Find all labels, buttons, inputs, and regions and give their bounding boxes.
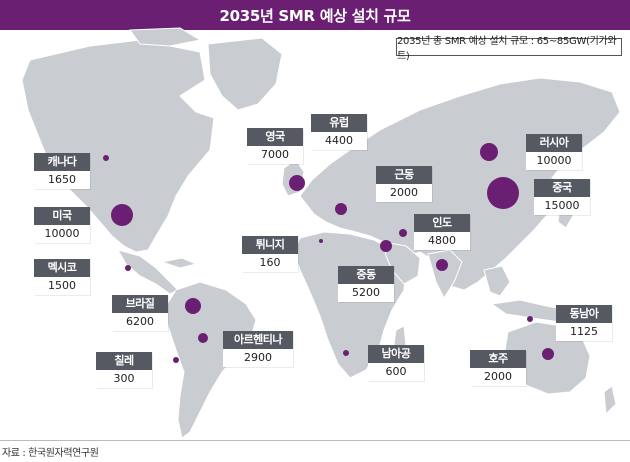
label-china: 중국 15000 bbox=[534, 179, 590, 215]
label-value: 15000 bbox=[534, 197, 590, 215]
label-name: 동남아 bbox=[556, 305, 612, 323]
label-value: 2000 bbox=[470, 368, 526, 386]
label-value: 10000 bbox=[526, 152, 582, 170]
label-mexico: 멕시코 1500 bbox=[34, 259, 90, 295]
marker-europe bbox=[335, 203, 347, 215]
label-value: 1650 bbox=[34, 171, 90, 189]
label-southeast-asia: 동남아 1125 bbox=[556, 305, 612, 341]
central-america-shape bbox=[116, 249, 179, 295]
label-value: 600 bbox=[368, 363, 424, 381]
marker-south-africa bbox=[343, 350, 349, 356]
marker-chile bbox=[173, 357, 179, 363]
label-value: 2900 bbox=[223, 349, 293, 367]
arctic-islands-shape bbox=[129, 27, 202, 47]
label-india: 인도 4800 bbox=[414, 214, 470, 250]
label-name: 중국 bbox=[534, 179, 590, 197]
label-value: 5200 bbox=[338, 284, 394, 302]
label-name: 아르헨티나 bbox=[223, 331, 293, 349]
marker-china bbox=[487, 177, 519, 209]
label-name: 캐나다 bbox=[34, 153, 90, 171]
markers bbox=[103, 143, 554, 363]
label-name: 칠레 bbox=[96, 352, 152, 370]
marker-brazil bbox=[185, 298, 201, 314]
source-credit: 자료 : 한국원자력연구원 bbox=[2, 448, 99, 459]
label-south-africa: 남아공 600 bbox=[368, 345, 424, 381]
label-value: 2000 bbox=[376, 184, 432, 202]
marker-uk bbox=[289, 175, 305, 191]
label-middle-east: 중동 5200 bbox=[338, 266, 394, 302]
marker-near-east bbox=[399, 229, 407, 237]
label-name: 미국 bbox=[34, 207, 90, 225]
greenland-shape bbox=[207, 37, 283, 111]
map-title: 2035년 SMR 예상 설치 규모 bbox=[0, 0, 630, 30]
label-name: 근동 bbox=[376, 166, 432, 184]
arabia-shape bbox=[383, 241, 421, 285]
label-value: 1500 bbox=[34, 277, 90, 295]
label-name: 유럽 bbox=[311, 114, 367, 132]
label-name: 인도 bbox=[414, 214, 470, 232]
label-near-east: 근동 2000 bbox=[376, 166, 432, 202]
new-zealand-shape bbox=[603, 385, 617, 416]
india-shape bbox=[427, 249, 463, 300]
label-argentina: 아르헨티나 2900 bbox=[223, 331, 293, 367]
label-value: 1125 bbox=[556, 323, 612, 341]
source-divider bbox=[0, 440, 630, 441]
label-name: 러시아 bbox=[526, 134, 582, 152]
label-value: 300 bbox=[96, 370, 152, 388]
marker-canada bbox=[103, 155, 109, 161]
marker-southeast-asia bbox=[527, 316, 533, 322]
label-value: 160 bbox=[242, 254, 298, 272]
marker-australia bbox=[542, 348, 554, 360]
marker-tunisia bbox=[319, 239, 323, 243]
label-australia: 호주 2000 bbox=[470, 350, 526, 386]
southeast-asia-shape bbox=[483, 265, 511, 297]
label-uk: 영국 7000 bbox=[247, 128, 303, 164]
label-value: 6200 bbox=[112, 313, 168, 331]
label-name: 호주 bbox=[470, 350, 526, 368]
label-value: 4800 bbox=[414, 232, 470, 250]
south-america-shape bbox=[165, 281, 257, 439]
label-tunisia: 튀니지 160 bbox=[242, 236, 298, 272]
label-name: 브라질 bbox=[112, 295, 168, 313]
label-usa: 미국 10000 bbox=[34, 207, 90, 243]
label-name: 튀니지 bbox=[242, 236, 298, 254]
label-name: 멕시코 bbox=[34, 259, 90, 277]
label-value: 10000 bbox=[34, 225, 90, 243]
label-canada: 캐나다 1650 bbox=[34, 153, 90, 189]
label-europe: 유럽 4400 bbox=[311, 114, 367, 150]
label-russia: 러시아 10000 bbox=[526, 134, 582, 170]
marker-india bbox=[436, 259, 448, 271]
marker-russia bbox=[480, 143, 498, 161]
marker-mexico bbox=[125, 265, 131, 271]
label-name: 중동 bbox=[338, 266, 394, 284]
label-value: 7000 bbox=[247, 146, 303, 164]
label-name: 남아공 bbox=[368, 345, 424, 363]
label-value: 4400 bbox=[311, 132, 367, 150]
marker-usa bbox=[111, 204, 133, 226]
marker-argentina bbox=[198, 333, 208, 343]
caribbean-shape bbox=[160, 257, 198, 269]
label-chile: 칠레 300 bbox=[96, 352, 152, 388]
label-brazil: 브라질 6200 bbox=[112, 295, 168, 331]
total-capacity-note: 2035년 총 SMR 예상 설치 규모 : 65~85GW(기가와트) bbox=[396, 36, 622, 62]
marker-middle-east bbox=[380, 240, 392, 252]
label-name: 영국 bbox=[247, 128, 303, 146]
